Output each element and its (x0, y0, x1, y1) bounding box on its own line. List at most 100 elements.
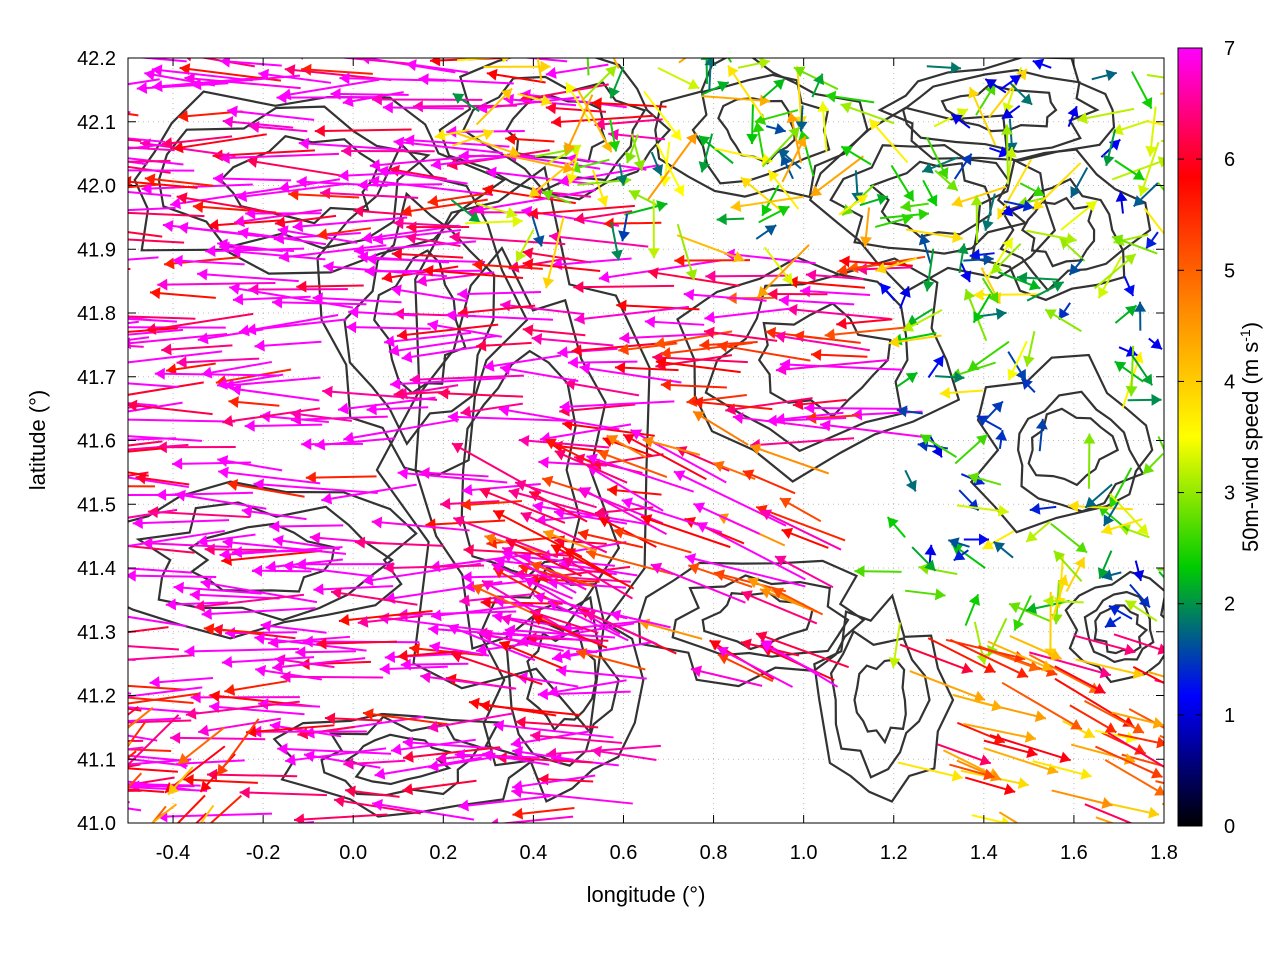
wind-arrow (128, 658, 136, 662)
wind-arrow (874, 213, 913, 228)
wind-arrow (523, 577, 621, 635)
wind-arrow (644, 316, 705, 328)
wind-arrow (296, 280, 364, 293)
wind-arrow (434, 128, 470, 141)
wind-arrow (1157, 182, 1164, 192)
wind-arrow (1117, 733, 1164, 749)
wind-arrow (222, 407, 320, 427)
wind-arrow (730, 195, 804, 213)
wind-arrow (128, 447, 165, 453)
wind-arrow (1083, 433, 1096, 489)
wind-arrow (305, 471, 377, 484)
wind-arrow (258, 68, 332, 84)
wind-arrow (536, 58, 543, 82)
wind-arrow (252, 564, 312, 577)
contour-line (999, 177, 1125, 292)
colorbar-tick-label: 7 (1224, 38, 1235, 60)
wind-arrow (230, 383, 320, 402)
wind-arrow (1147, 671, 1164, 678)
wind-arrow (777, 148, 802, 170)
wind-arrow (165, 362, 216, 376)
wind-arrow (992, 540, 1014, 559)
wind-arrow (232, 293, 311, 306)
wind-arrow (382, 101, 464, 114)
wind-arrow (343, 757, 406, 770)
wind-arrow (128, 717, 181, 723)
wind-arrow (987, 640, 1054, 672)
wind-arrow (766, 414, 847, 427)
wind-arrow (128, 471, 149, 477)
wind-arrow (983, 739, 1038, 758)
wind-arrow (313, 583, 394, 596)
wind-arrow (531, 333, 614, 347)
wind-arrow (1029, 502, 1057, 515)
wind-arrow (598, 516, 657, 548)
wind-arrow (209, 701, 305, 716)
wind-arrow (502, 627, 593, 643)
wind-arrow (330, 587, 418, 606)
wind-arrow (804, 402, 908, 415)
wind-arrow (918, 233, 932, 264)
wind-arrow (1009, 635, 1063, 661)
wind-arrow (483, 60, 551, 73)
wind-arrow (1142, 453, 1164, 475)
x-tick-label: 0.0 (339, 842, 367, 864)
wind-arrow (805, 269, 864, 282)
wind-arrow (616, 299, 700, 312)
wind-arrow (1124, 599, 1158, 622)
wind-arrow (348, 306, 416, 319)
wind-arrow (463, 544, 574, 557)
wind-arrow (760, 642, 820, 675)
wind-arrow (990, 242, 1022, 275)
wind-arrow (498, 404, 620, 431)
x-axis-title: longitude (°) (587, 882, 706, 907)
wind-arrow (381, 265, 459, 284)
wind-arrow (650, 151, 664, 176)
wind-arrow (868, 118, 909, 164)
wind-arrow (128, 786, 208, 792)
wind-arrow (793, 66, 839, 91)
wind-arrow (128, 783, 138, 787)
wind-arrow (642, 436, 701, 456)
wind-arrow (198, 717, 282, 737)
wind-arrow (128, 626, 169, 634)
wind-arrow (128, 714, 180, 767)
wind-arrow (141, 182, 253, 195)
wind-arrow (839, 255, 913, 268)
wind-arrow (163, 256, 241, 270)
wind-arrow (1007, 351, 1027, 382)
wind-arrow (505, 133, 555, 146)
wind-arrow (201, 607, 316, 620)
wind-arrow (1115, 191, 1128, 214)
wind-arrow (518, 434, 610, 449)
wind-arrow (566, 145, 581, 185)
wind-arrow (924, 544, 937, 566)
wind-arrow (354, 536, 444, 549)
wind-arrow (128, 788, 165, 793)
wind-arrow (1062, 720, 1096, 739)
wind-arrow (245, 207, 322, 220)
wind-arrow (128, 110, 131, 114)
y-tick-label: 41.0 (77, 813, 116, 835)
y-tick-label: 41.4 (77, 558, 116, 580)
wind-arrow (939, 386, 984, 399)
contour-line (671, 574, 850, 658)
wind-arrow (956, 504, 1009, 517)
colorbar-tick-label: 4 (1224, 371, 1235, 393)
wind-arrow (293, 813, 388, 823)
y-tick-label: 41.6 (77, 431, 116, 453)
wind-arrow (763, 246, 794, 285)
colorbar (1177, 47, 1203, 827)
wind-arrow (1109, 802, 1160, 819)
y-axis-ticks: 41.0 41.1 41.2 41.3 41.4 41.5 41.6 41.7 41.8 41.9… (77, 48, 1164, 835)
wind-arrow (224, 680, 288, 696)
wind-arrow (186, 58, 255, 68)
wind-arrow (128, 175, 198, 189)
wind-arrow (618, 213, 630, 242)
wind-arrow (161, 135, 233, 150)
wind-arrow (904, 469, 917, 492)
wind-arrow (475, 339, 532, 352)
wind-arrow (660, 379, 727, 392)
wind-arrow (445, 309, 554, 322)
x-tick-label: 1.2 (880, 842, 908, 864)
